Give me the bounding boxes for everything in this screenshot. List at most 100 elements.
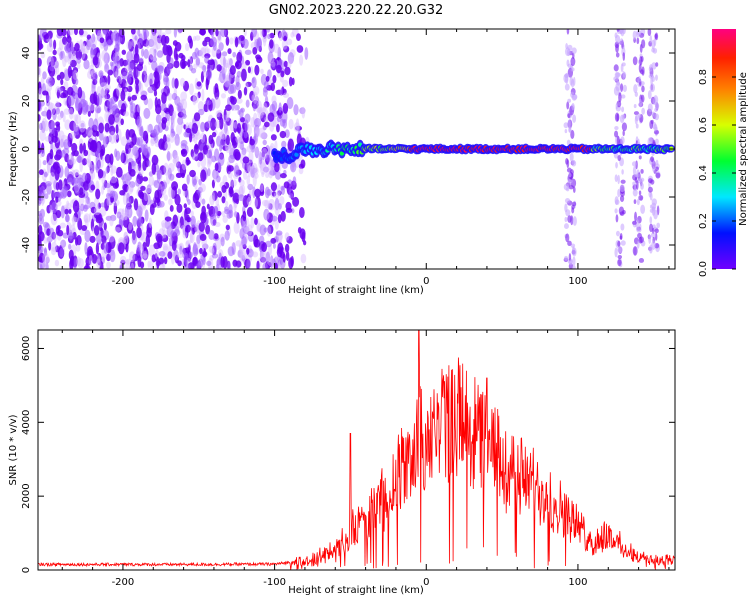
artifact-speckle [652,166,656,173]
snr-xlabel: Height of straight line (km) [288,585,424,596]
noise-speckle [155,37,162,50]
noise-speckle [239,141,244,151]
noise-speckle [92,129,99,137]
artifact-speckle [566,187,570,192]
noise-speckle [210,36,218,48]
noise-speckle [260,29,264,38]
noise-speckle [49,227,55,238]
noise-speckle [150,136,155,147]
noise-speckle [75,48,83,60]
noise-speckle [157,186,163,199]
noise-speckle [78,101,83,109]
noise-speckle [167,220,172,234]
noise-speckle [53,60,59,69]
noise-speckle [247,224,253,236]
noise-speckle [180,91,188,102]
noise-speckle [38,114,41,122]
noise-speckle [245,99,250,108]
noise-speckle [254,188,262,198]
noise-speckle [262,262,268,269]
noise-speckle [142,253,149,259]
noise-speckle [242,170,248,180]
noise-speckle [299,207,305,219]
noise-speckle [251,29,258,38]
noise-speckle [216,64,222,72]
artifact-speckle [620,240,626,246]
artifact-speckle [655,62,659,67]
noise-speckle [293,104,299,116]
noise-speckle [224,80,231,88]
noise-speckle [253,167,259,175]
spectrogram-xtick-label: 0 [423,276,429,287]
colorbar-tick-label: 0.4 [698,165,709,181]
noise-speckle [113,71,118,78]
noise-speckle [147,98,153,110]
artifact-speckle [639,43,643,53]
noise-speckle [169,204,174,212]
noise-speckle [160,102,167,112]
noise-speckle [247,165,252,178]
noise-speckle [199,121,206,133]
noise-speckle [51,108,56,115]
noise-speckle [86,127,93,138]
noise-speckle [64,55,69,63]
artifact-speckle [654,107,658,113]
noise-speckle [259,157,263,165]
noise-speckle [75,172,79,178]
noise-speckle [227,260,231,269]
artifact-speckle [632,166,637,176]
noise-speckle [104,63,110,73]
noise-speckle [83,204,90,210]
noise-speckle [45,256,50,264]
noise-speckle [269,56,275,63]
noise-speckle [215,49,222,60]
noise-speckle [52,162,59,171]
noise-speckle [227,96,231,107]
noise-speckle [40,148,45,157]
noise-speckle [189,38,193,49]
noise-speckle [200,71,205,83]
noise-speckle [167,45,173,57]
noise-speckle [225,104,232,111]
noise-speckle [254,198,258,208]
noise-speckle [199,29,206,36]
noise-speckle [284,243,290,253]
artifact-speckle [641,107,645,115]
noise-speckle [49,37,53,48]
noise-speckle [135,178,140,187]
noise-speckle [48,158,54,165]
spectrogram-ytick-label: -20 [21,189,32,205]
noise-speckle [178,52,184,59]
artifact-speckle [654,113,660,121]
noise-speckle [222,145,229,151]
noise-speckle [262,139,267,146]
noise-speckle [272,242,276,249]
noise-speckle [243,86,248,96]
noise-speckle [249,90,255,102]
noise-speckle [77,258,84,269]
noise-speckle [214,222,221,228]
noise-speckle [291,77,295,86]
noise-speckle [145,234,151,248]
noise-speckle [54,259,60,267]
noise-speckle [85,157,90,164]
noise-speckle [137,241,142,251]
noise-speckle [96,142,101,154]
noise-speckle [237,249,243,258]
artifact-speckle [614,199,620,205]
noise-speckle [109,101,113,114]
noise-speckle [140,185,146,192]
artifact-speckle [636,226,642,233]
noise-speckle [260,256,267,263]
noise-speckle [81,224,88,232]
artifact-speckle [619,211,625,216]
noise-speckle [96,93,103,106]
noise-speckle [214,83,219,94]
noise-speckle [246,247,250,255]
noise-speckle [49,61,56,67]
noise-speckle [292,176,297,186]
noise-speckle [274,255,279,262]
artifact-speckle [648,73,654,79]
noise-speckle [301,231,306,243]
colorbar: 0.0 0.2 0.4 0.6 0.8 Normalized spectral ampl… [698,29,749,277]
